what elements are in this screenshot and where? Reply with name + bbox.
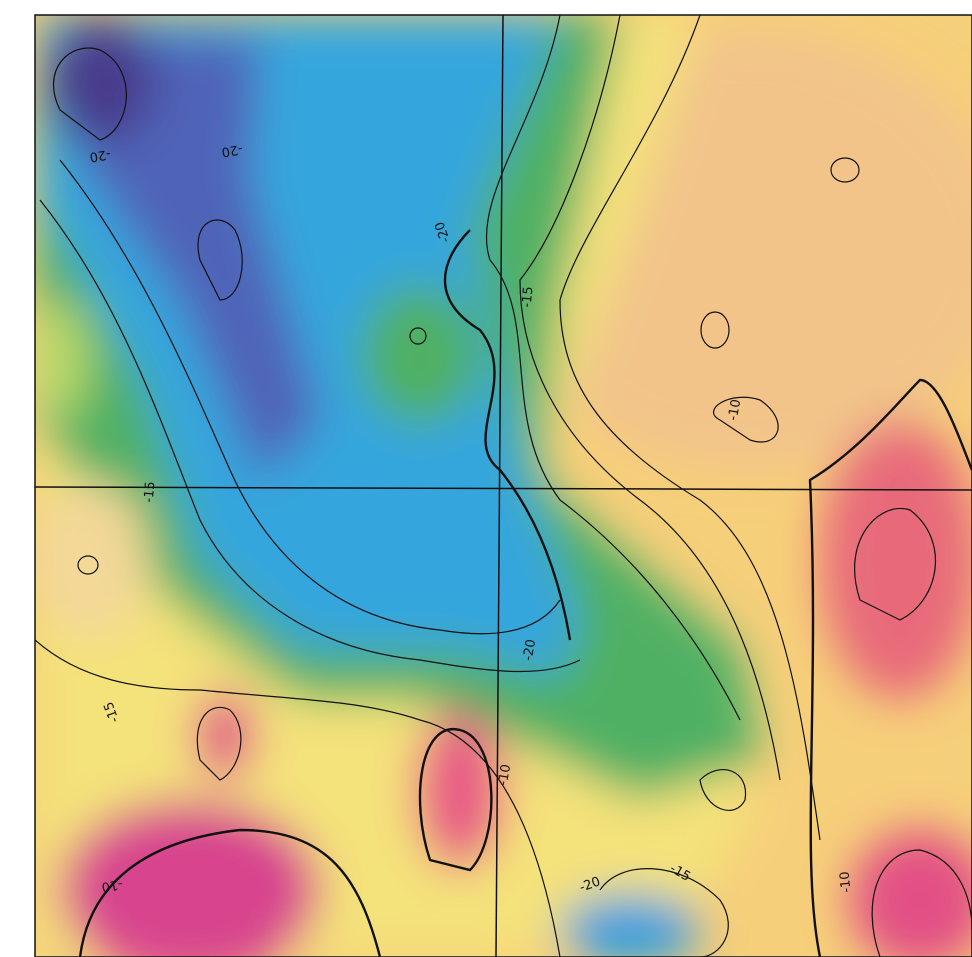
contour-label: -15 bbox=[142, 481, 159, 503]
contour-map: -20-20-20-15-10-15-20-15-10-10-20-15-10 bbox=[0, 0, 972, 957]
contour-label: -15 bbox=[520, 286, 537, 308]
color-field bbox=[30, 15, 972, 957]
contour-label: -10 bbox=[838, 871, 855, 893]
